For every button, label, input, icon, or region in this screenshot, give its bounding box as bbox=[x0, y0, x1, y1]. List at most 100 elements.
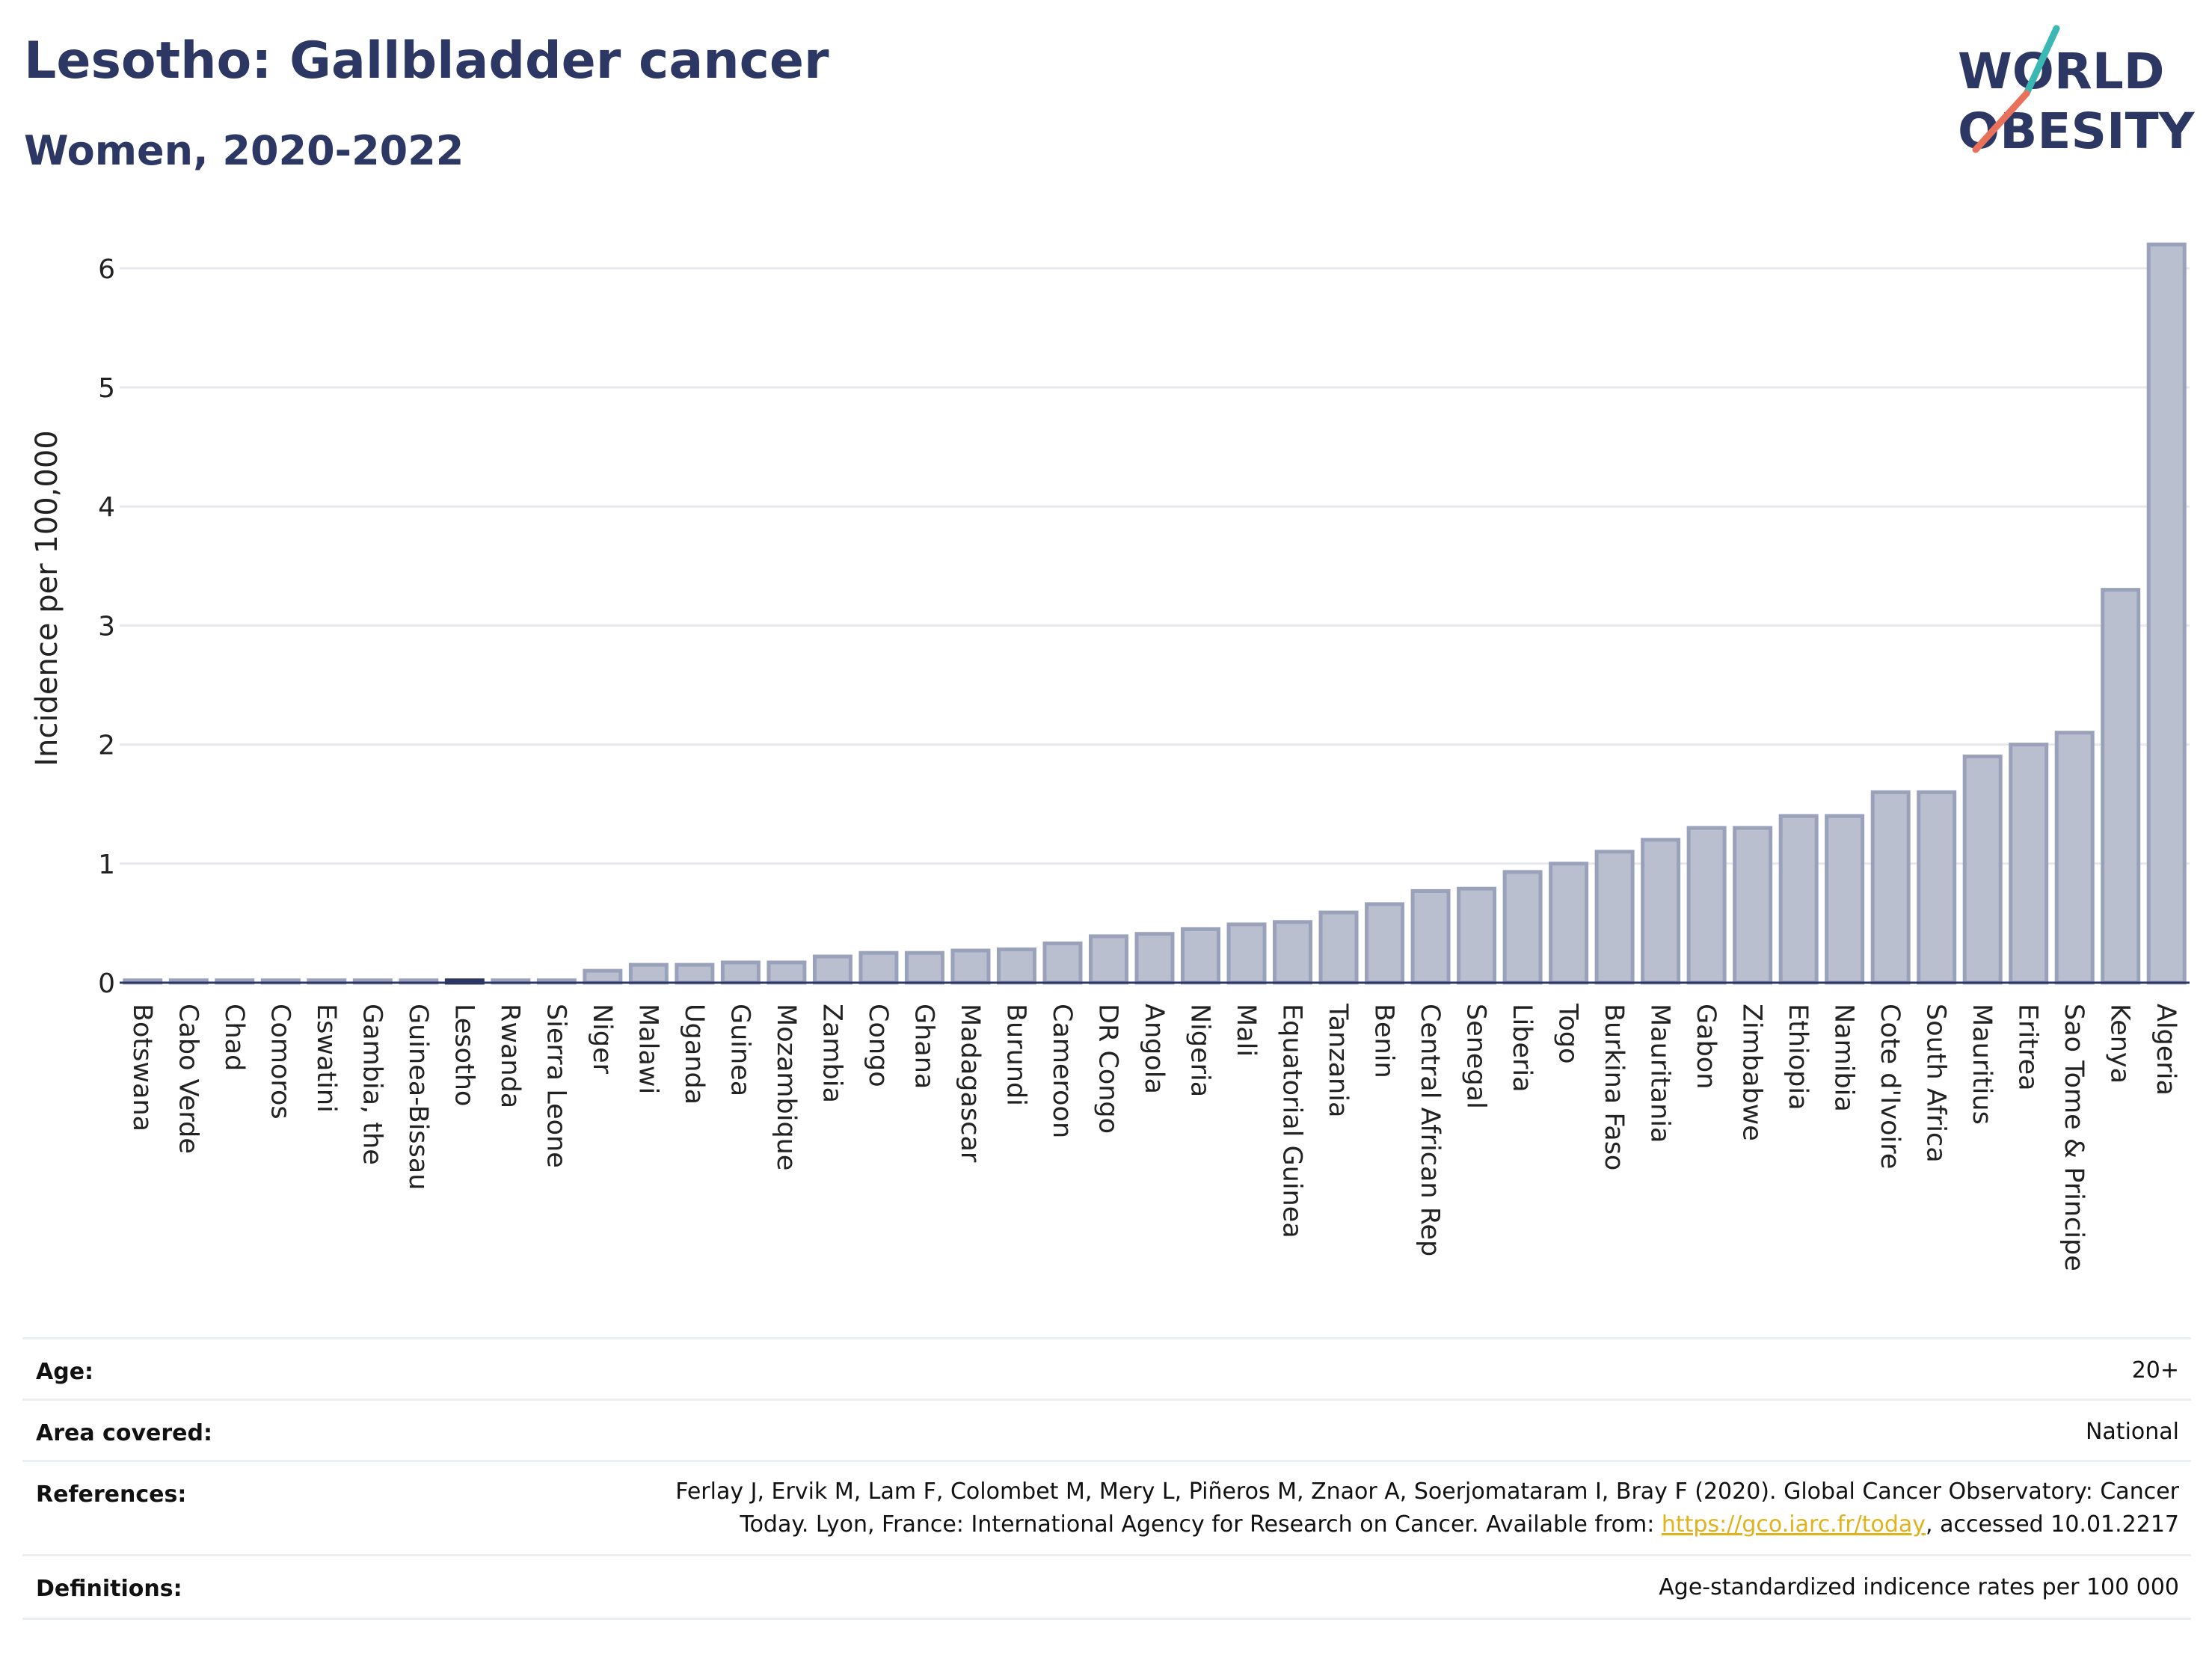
bar-equatorial-guinea bbox=[1273, 920, 1313, 985]
y-axis-title: Incidence per 100,000 bbox=[30, 430, 64, 767]
x-tick-label: Central African Rep bbox=[1415, 1004, 1445, 1256]
bar-cameroon bbox=[1042, 941, 1083, 985]
bar-ethiopia bbox=[1778, 814, 1819, 985]
bar-angola bbox=[1134, 932, 1175, 985]
x-tick-label: Kenya bbox=[2105, 1004, 2135, 1084]
logo-coral-stroke bbox=[1972, 90, 2030, 153]
x-tick-label: Angola bbox=[1139, 1004, 1169, 1094]
area-value: National bbox=[2085, 1419, 2179, 1445]
y-tick-label: 5 bbox=[98, 373, 115, 404]
bar-benin bbox=[1365, 902, 1405, 985]
definitions-value: Age-standardized indicence rates per 100… bbox=[1659, 1574, 2179, 1600]
bar-nigeria bbox=[1181, 927, 1221, 985]
bar-tanzania bbox=[1318, 910, 1359, 985]
meta-row-references: References: Ferlay J, Ervik M, Lam F, Co… bbox=[22, 1460, 2191, 1556]
y-tick-label: 1 bbox=[98, 850, 115, 880]
x-tick-label: Equatorial Guinea bbox=[1277, 1004, 1307, 1238]
x-tick-label: Nigeria bbox=[1185, 1004, 1215, 1097]
bar-mauritania bbox=[1641, 838, 1681, 985]
x-category-labels: Botswana Cabo Verde Chad Comoros Eswatini Gam… bbox=[127, 1003, 2181, 1271]
x-tick-label: South Africa bbox=[1921, 1004, 1951, 1163]
x-tick-label: Ghana bbox=[909, 1004, 938, 1089]
world-obesity-logo: WORLD OBESITY bbox=[1958, 25, 2196, 160]
bar-mozambique bbox=[766, 960, 807, 985]
x-tick-label: Cameroon bbox=[1047, 1004, 1077, 1138]
x-tick-label: Cote d'Ivoire bbox=[1875, 1004, 1905, 1169]
x-tick-label: Rwanda bbox=[495, 1004, 525, 1108]
x-tick-label: Zambia bbox=[817, 1004, 847, 1103]
x-tick-label: Liberia bbox=[1507, 1004, 1537, 1093]
meta-row-area: Area covered: National bbox=[22, 1398, 2191, 1462]
bar-central-african-rep bbox=[1410, 888, 1451, 985]
meta-row-age: Age: 20+ bbox=[22, 1337, 2191, 1401]
x-tick-label: Burkina Faso bbox=[1599, 1004, 1629, 1170]
age-value: 20+ bbox=[2131, 1357, 2179, 1384]
x-tick-label: Niger bbox=[587, 1004, 617, 1075]
x-tick-label: Botswana bbox=[127, 1004, 157, 1132]
x-tick-label: Sierra Leone bbox=[541, 1004, 571, 1168]
x-tick-label: Eritrea bbox=[2013, 1004, 2043, 1091]
bar-senegal bbox=[1457, 886, 1497, 985]
x-tick-label: Tanzania bbox=[1323, 1003, 1353, 1117]
bar-uganda bbox=[675, 962, 715, 985]
x-tick-label: Cabo Verde bbox=[173, 1004, 203, 1154]
references-line2-post: , accessed 10.01.2217 bbox=[1926, 1511, 2179, 1538]
y-tick-label: 0 bbox=[98, 968, 115, 999]
bar-zambia bbox=[812, 954, 852, 985]
bar-gabon bbox=[1686, 826, 1727, 985]
y-tick-label: 6 bbox=[98, 254, 115, 285]
x-tick-label: Namibia bbox=[1829, 1004, 1859, 1112]
bar-algeria bbox=[2146, 242, 2187, 985]
bar-eritrea bbox=[2009, 743, 2049, 985]
bar-guinea bbox=[720, 960, 761, 985]
x-tick-label: Senegal bbox=[1461, 1004, 1491, 1109]
logo-line1: WORLD bbox=[1958, 43, 2165, 100]
y-tick-label: 2 bbox=[98, 731, 115, 761]
bars bbox=[123, 242, 2187, 985]
bar-dr-congo bbox=[1088, 934, 1128, 985]
bar-mauritius bbox=[1962, 755, 2003, 985]
x-tick-label: Lesotho bbox=[449, 1004, 479, 1106]
references-line2-pre: Today. Lyon, France: International Agenc… bbox=[740, 1511, 1662, 1538]
definitions-label: Definitions: bbox=[36, 1576, 182, 1602]
bar-congo bbox=[858, 951, 899, 985]
x-tick-label: Burundi bbox=[1001, 1004, 1030, 1106]
references-value: Ferlay J, Ervik M, Lam F, Colombet M, Me… bbox=[675, 1476, 2179, 1541]
bar-cote-d-ivoire bbox=[1870, 790, 1911, 985]
bar-burundi bbox=[996, 947, 1036, 985]
y-tick-label: 4 bbox=[98, 492, 115, 523]
x-tick-label: Gabon bbox=[1691, 1004, 1721, 1089]
x-tick-label: Algeria bbox=[2151, 1004, 2181, 1096]
x-tick-label: Madagascar bbox=[955, 1004, 985, 1163]
x-tick-label: Guinea-Bissau bbox=[403, 1004, 433, 1190]
bar-burkina-faso bbox=[1594, 850, 1635, 985]
references-link[interactable]: https://gco.iarc.fr/today bbox=[1661, 1511, 1926, 1538]
x-tick-label: Zimbabwe bbox=[1737, 1004, 1767, 1141]
page-subtitle: Women, 2020-2022 bbox=[24, 127, 464, 174]
x-tick-label: Mauritania bbox=[1645, 1004, 1675, 1143]
age-label: Age: bbox=[36, 1359, 94, 1385]
y-tick-labels: 0 1 2 3 4 5 6 bbox=[98, 254, 115, 999]
x-tick-label: Sao Tome & Principe bbox=[2059, 1004, 2089, 1271]
bar-madagascar bbox=[950, 948, 991, 985]
logo-teal-stroke bbox=[2023, 25, 2060, 97]
x-tick-label: Comoros bbox=[265, 1004, 295, 1120]
bar-liberia bbox=[1502, 870, 1543, 985]
x-tick-label: Malawi bbox=[633, 1004, 663, 1094]
page-title: Lesotho: Gallbladder cancer bbox=[24, 31, 829, 90]
bar-ghana bbox=[904, 951, 944, 985]
bar-mali bbox=[1226, 922, 1267, 985]
logo-line2: OBESITY bbox=[1958, 102, 2196, 160]
x-tick-label: Chad bbox=[219, 1004, 249, 1071]
area-label: Area covered: bbox=[36, 1420, 212, 1446]
bar-niger bbox=[583, 968, 623, 985]
bar-south-africa bbox=[1917, 790, 1957, 985]
references-label: References: bbox=[36, 1481, 187, 1508]
x-tick-label: Mauritius bbox=[1967, 1004, 1997, 1125]
x-tick-label: Guinea bbox=[725, 1004, 755, 1096]
x-tick-label: Mozambique bbox=[771, 1004, 801, 1170]
x-tick-label: Ethiopia bbox=[1783, 1004, 1813, 1111]
x-tick-label: Benin bbox=[1369, 1004, 1399, 1078]
bar-togo bbox=[1549, 862, 1589, 985]
x-tick-label: Eswatini bbox=[311, 1004, 341, 1113]
